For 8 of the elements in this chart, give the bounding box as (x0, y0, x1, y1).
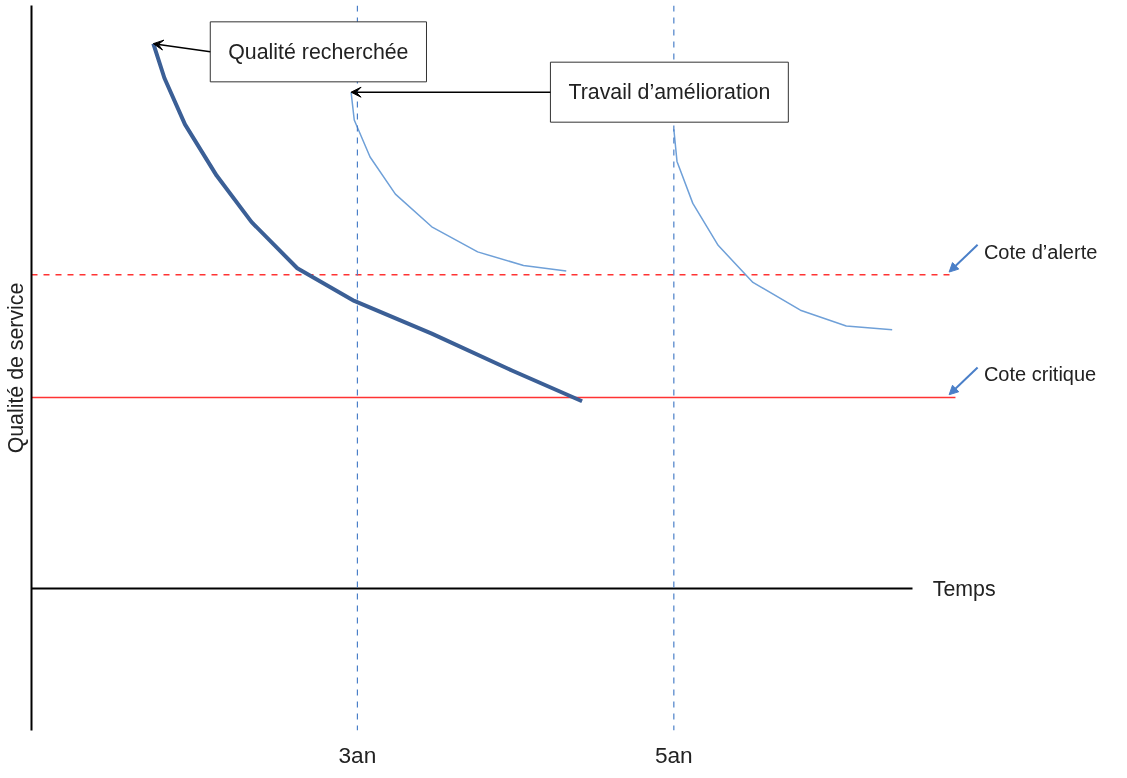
annotation: Travail d’amélioration (568, 80, 771, 105)
annotation: Qualité recherchée (228, 39, 409, 64)
x-tick-label: 5an (654, 741, 693, 768)
x-axis-title: Temps (932, 576, 996, 601)
x-tick-label: 3an (338, 741, 377, 768)
ref-line-label: Cote d’alerte (983, 240, 1098, 263)
ref-line-label: Cote critique (983, 363, 1097, 386)
y-axis-title: Qualité de service (3, 282, 28, 454)
